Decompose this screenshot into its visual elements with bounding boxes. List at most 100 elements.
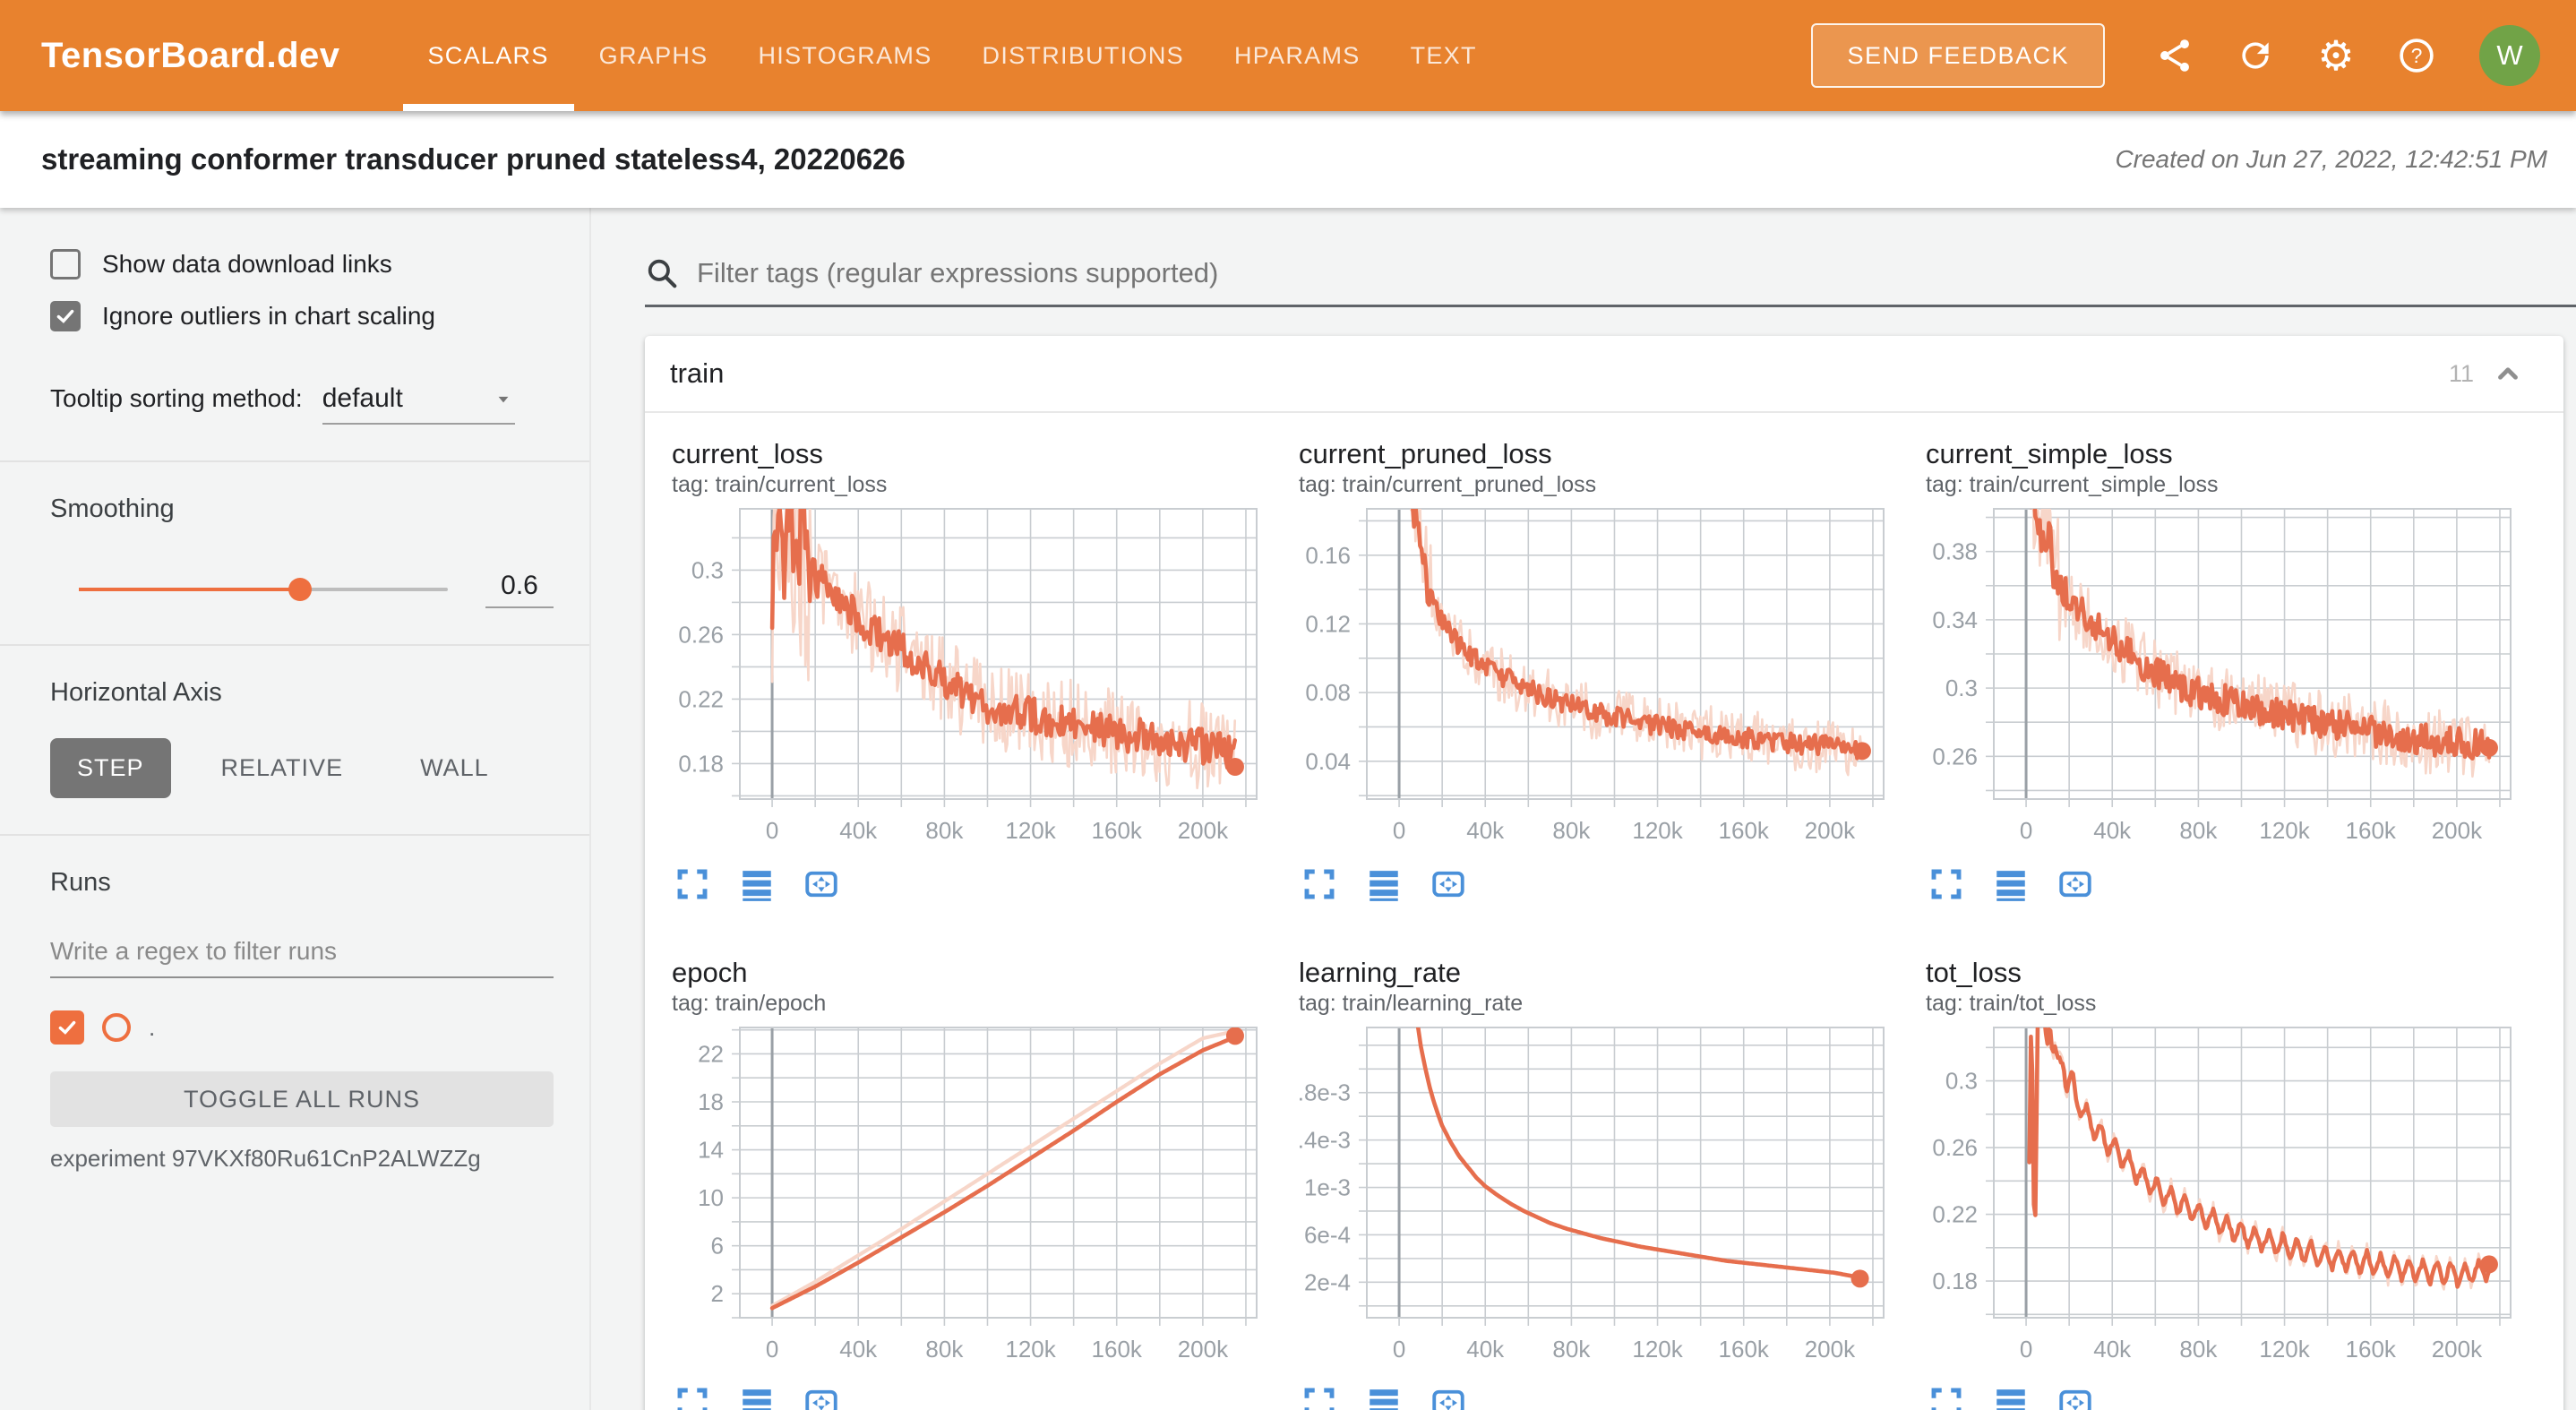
svg-text:0.26: 0.26 [1932,1134,1978,1161]
svg-text:1.8e-3: 1.8e-3 [1297,1079,1351,1106]
help-button[interactable]: ? [2393,32,2440,79]
svg-text:0: 0 [766,817,778,844]
nav-actions: SEND FEEDBACK ⚙ ? W [1811,0,2540,111]
chart-actions [1297,1382,1924,1410]
pan-zoom-button[interactable] [2055,1382,2096,1410]
expand-chart-button[interactable] [1299,1382,1340,1410]
tab-scalars[interactable]: SCALARS [402,0,574,111]
settings-button[interactable]: ⚙ [2313,32,2359,79]
chart-plot[interactable]: 0 40k 80k 120k 160k 200k 0.3 0.26 0.22 0.18 [1924,1022,2515,1380]
expand-chart-button[interactable] [1926,864,1967,905]
slider-thumb[interactable] [288,578,313,601]
axis-option-relative[interactable]: RELATIVE [194,738,371,798]
collapse-group-button[interactable] [2488,354,2528,393]
train-group-header[interactable]: train 11 [645,336,2563,413]
svg-text:40k: 40k [839,817,878,844]
svg-text:1e-3: 1e-3 [1304,1174,1351,1201]
expand-chart-button[interactable] [1926,1382,1967,1410]
fit-domain-button[interactable] [1363,1382,1404,1410]
tab-graphs[interactable]: GRAPHS [574,0,734,111]
send-feedback-button[interactable]: SEND FEEDBACK [1811,23,2105,88]
svg-text:160k: 160k [2346,817,2397,844]
search-icon [648,259,677,288]
axis-option-step[interactable]: STEP [50,738,171,798]
show-download-links-checkbox-row[interactable]: Show data download links [50,249,554,279]
svg-text:120k: 120k [1632,1336,1683,1363]
pan-zoom-icon [1432,871,1464,898]
run-color-swatch-icon[interactable] [102,1013,131,1042]
checkbox-checked-icon[interactable] [50,301,81,331]
help-icon: ? [2400,39,2434,73]
chevron-down-icon [498,396,509,403]
expand-chart-button[interactable] [672,1382,713,1410]
tab-text[interactable]: TEXT [1386,0,1502,111]
chart-learning_rate: learning_rate tag: train/learning_rate 0… [1297,946,1924,1410]
tab-distributions[interactable]: DISTRIBUTIONS [957,0,1209,111]
refresh-button[interactable] [2232,32,2279,79]
toggle-all-runs-button[interactable]: TOGGLE ALL RUNS [50,1071,554,1127]
chart-plot[interactable]: 0 40k 80k 120k 160k 200k 22 18 14 10 6 2 [670,1022,1261,1380]
chart-plot[interactable]: 0 40k 80k 120k 160k 200k 0.16 0.12 0.08 0.04 [1297,503,1888,862]
group-name: train [670,357,725,389]
svg-text:40k: 40k [2093,1336,2132,1363]
run-list-item[interactable]: . [50,1010,554,1045]
chart-actions [1297,864,1924,905]
pan-zoom-button[interactable] [801,1382,842,1410]
chart-tag: tag: train/current_simple_loss [1926,472,2219,497]
chart-plot[interactable]: 0 40k 80k 120k 160k 200k 1.8e-3 1.4e-3 1e-3 6e-4 2… [1297,1022,1888,1380]
chart-plot[interactable]: 0 40k 80k 120k 160k 200k 0.3 0.26 0.22 0.18 [670,503,1261,862]
chart-tag: tag: train/current_loss [672,472,888,497]
fit-domain-button[interactable] [736,1382,777,1410]
svg-text:80k: 80k [2179,817,2218,844]
pan-zoom-button[interactable] [1428,864,1469,905]
app-title[interactable]: TensorBoard.dev [41,35,340,75]
share-button[interactable] [2151,32,2198,79]
runs-filter-input[interactable] [50,937,554,978]
filter-tags-row [645,256,2576,307]
pan-zoom-icon [2059,871,2091,898]
charts-grid: current_loss tag: train/current_loss 0 40… [645,413,2563,1410]
svg-text:40k: 40k [1466,817,1505,844]
axis-option-wall[interactable]: WALL [393,738,516,798]
smoothing-label: Smoothing [50,494,175,523]
chart-tag: tag: train/tot_loss [1926,991,2097,1016]
chart-plot[interactable]: 0 40k 80k 120k 160k 200k 0.38 0.34 0.3 0.26 [1924,503,2515,862]
checkbox-unchecked-icon[interactable] [50,249,81,279]
smoothing-value-input[interactable] [485,571,554,608]
expand-chart-button[interactable] [672,864,713,905]
pan-zoom-button[interactable] [2055,864,2096,905]
runs-label: Runs [50,868,111,897]
svg-text:40k: 40k [2093,817,2132,844]
pan-zoom-button[interactable] [801,864,842,905]
svg-text:10: 10 [698,1184,724,1211]
smoothing-slider[interactable] [79,578,448,601]
fit-domain-button[interactable] [1990,1382,2031,1410]
svg-text:0: 0 [2020,1336,2032,1363]
chart-tot_loss: tot_loss tag: train/tot_loss 0 40k 80k 120k… [1924,946,2551,1410]
pan-zoom-icon [805,871,837,898]
chart-epoch: epoch tag: train/epoch 0 40k 80k 120k 160k 20… [670,946,1297,1410]
user-avatar[interactable]: W [2479,25,2540,86]
fullscreen-icon [1304,1388,1335,1410]
experiment-id: experiment 97VKXf80Ru61CnP2ALWZZg [50,1145,481,1172]
tooltip-sorting-select[interactable]: default [322,383,515,425]
fit-domain-button[interactable] [736,864,777,905]
fit-domain-button[interactable] [1990,864,2031,905]
app-header: TensorBoard.dev SCALARS GRAPHS HISTOGRAMS D… [0,0,2576,111]
svg-text:160k: 160k [2346,1336,2397,1363]
svg-text:0.04: 0.04 [1305,748,1351,775]
pan-zoom-button[interactable] [1428,1382,1469,1410]
tab-hparams[interactable]: HPARAMS [1209,0,1386,111]
svg-text:200k: 200k [2432,817,2483,844]
run-checkbox-icon[interactable] [50,1010,84,1045]
fit-domain-button[interactable] [1363,864,1404,905]
slider-fill [79,588,301,591]
expand-chart-button[interactable] [1299,864,1340,905]
tab-histograms[interactable]: HISTOGRAMS [733,0,957,111]
svg-text:18: 18 [698,1088,724,1115]
experiment-title-bar: streaming conformer transducer pruned st… [0,111,2576,208]
fit-domain-icon [1996,871,2025,901]
ignore-outliers-checkbox-row[interactable]: Ignore outliers in chart scaling [50,301,554,331]
filter-tags-input[interactable] [697,257,2576,289]
svg-text:160k: 160k [1719,1336,1770,1363]
